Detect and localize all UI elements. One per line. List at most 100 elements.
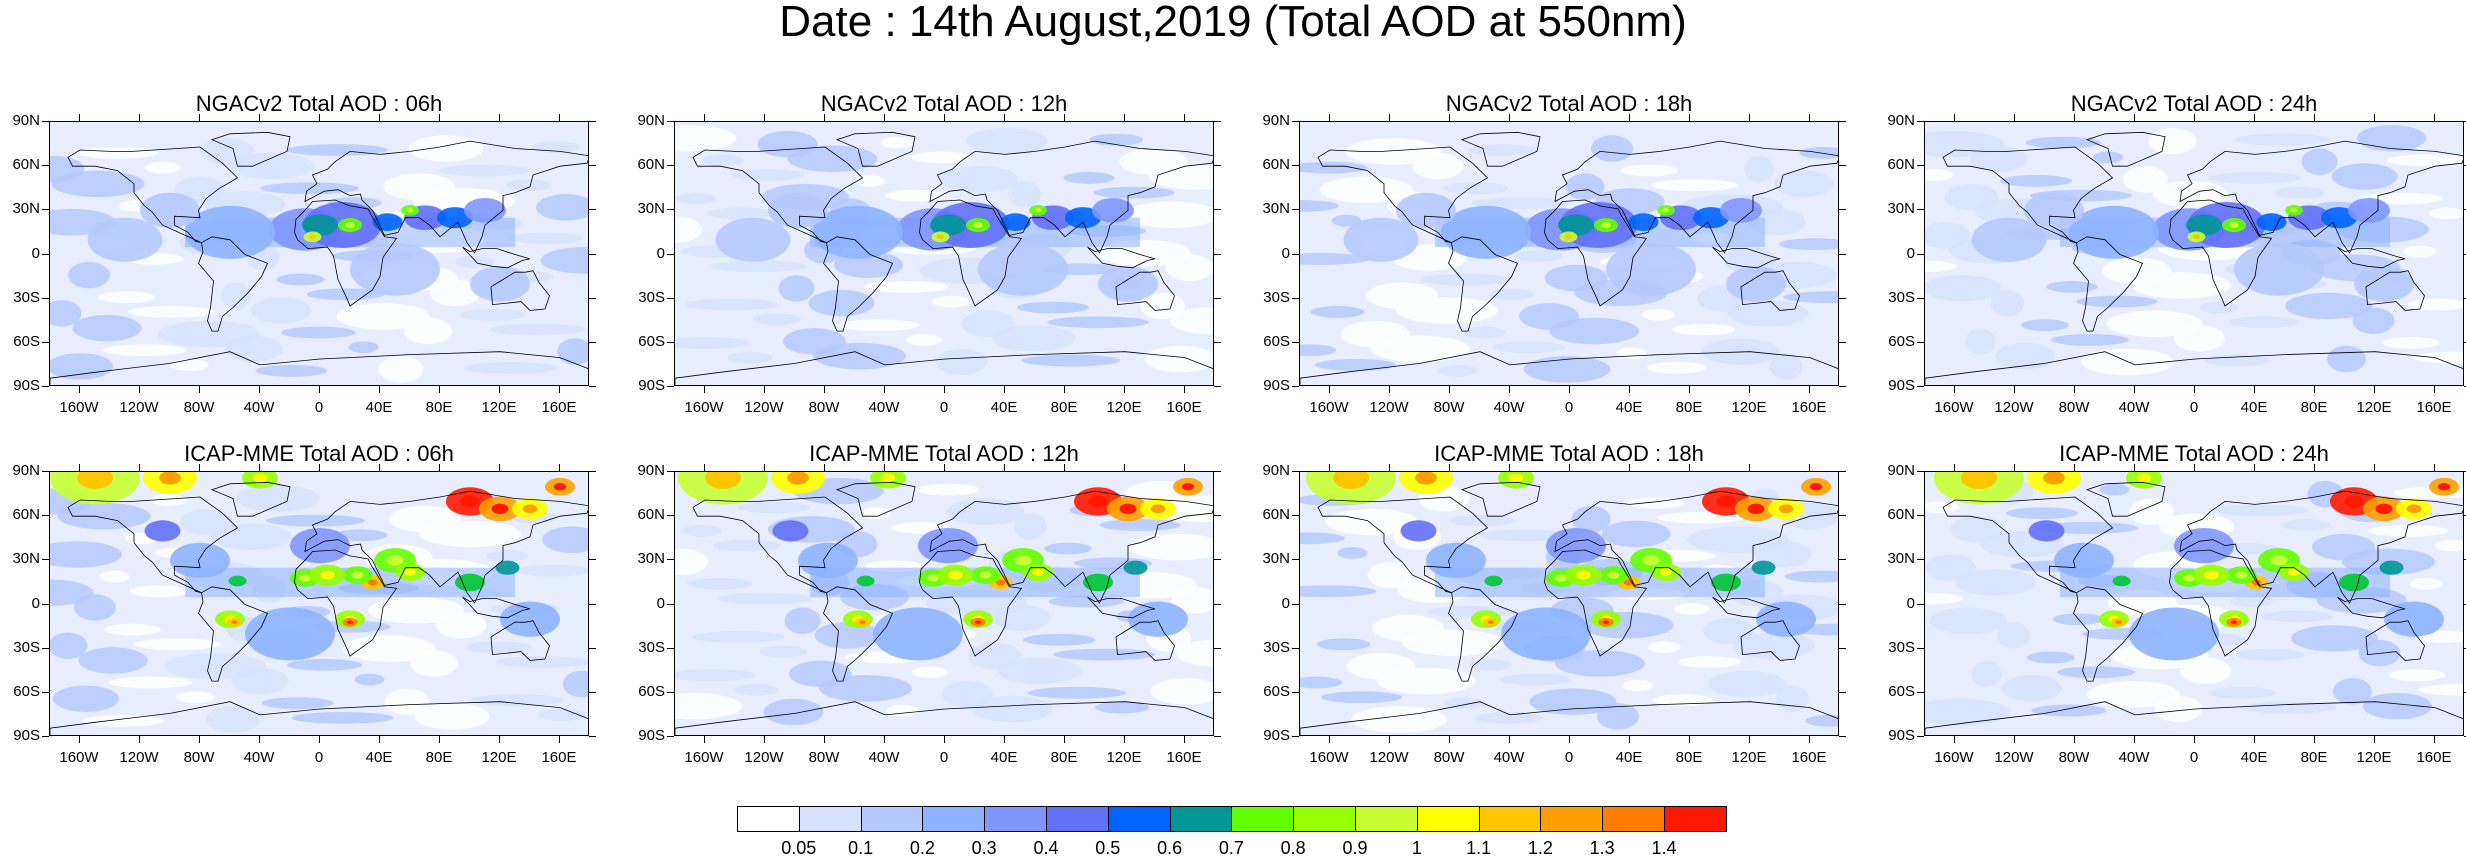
south-america-outline	[1448, 236, 1519, 332]
aod-patch	[813, 342, 906, 370]
aod-patch	[542, 526, 588, 553]
south-america-outline	[2073, 236, 2144, 332]
north-america-outline	[67, 496, 239, 594]
aod-patch	[1805, 714, 1838, 727]
lat-tick	[589, 165, 596, 167]
lon-tick	[1389, 736, 1390, 743]
eurasia-outline	[1554, 140, 1838, 254]
aod-plume-core	[975, 620, 981, 625]
lon-tick	[1184, 386, 1185, 393]
north-america-outline	[1317, 496, 1489, 594]
lat-tick-label: 30S	[1263, 288, 1290, 306]
lat-tick	[2464, 165, 2466, 167]
lon-tick	[2434, 464, 2435, 471]
aod-patch	[2106, 310, 2203, 337]
aod-patch	[2132, 272, 2231, 299]
aod-patch	[784, 607, 821, 634]
lat-tick	[2464, 515, 2466, 517]
lon-tick	[1749, 736, 1750, 743]
lat-tick	[1214, 603, 1221, 605]
aod-patch	[675, 216, 702, 243]
aod-patch	[936, 348, 987, 376]
aod-plume-core	[1961, 472, 1997, 489]
colorbar-label: 1.4	[1651, 838, 1677, 858]
lat-tick	[667, 341, 674, 343]
aod-patch	[1014, 513, 1047, 540]
lon-tick-label: 160W	[59, 749, 99, 766]
lat-tick	[589, 559, 596, 561]
lon-tick	[1184, 464, 1185, 471]
aod-patch	[2148, 127, 2197, 155]
aod-patch	[404, 317, 452, 345]
lon-tick	[704, 736, 705, 743]
aod-plume	[2379, 560, 2404, 575]
aod-patch	[1493, 341, 1566, 354]
lon-tick	[1329, 464, 1330, 471]
aod-patch	[1321, 691, 1402, 704]
lon-tick	[199, 736, 200, 743]
lat-tick	[667, 691, 674, 693]
lon-tick	[2314, 114, 2315, 121]
aod-patch	[1925, 260, 1957, 273]
lat-tick-label: 60S	[13, 332, 40, 350]
aod-patch	[2418, 684, 2463, 696]
lon-tick	[1954, 464, 1955, 471]
aod-patch	[2403, 245, 2437, 258]
aod-patch	[1673, 603, 1710, 615]
lon-tick	[439, 114, 440, 121]
coastlines	[50, 131, 588, 385]
lon-tick	[1064, 114, 1065, 121]
aod-plume	[372, 213, 403, 231]
panel-title: ICAP-MME Total AOD : 12h	[809, 441, 1079, 466]
lat-tick	[1214, 386, 1221, 387]
lat-tick	[1917, 209, 1924, 211]
lat-tick-label: 30S	[13, 288, 40, 306]
aod-patch	[408, 135, 484, 162]
north-america-outline	[1942, 496, 2114, 594]
aod-patch	[838, 319, 920, 332]
lon-tick-label: 0	[2189, 749, 2199, 766]
lon-tick	[764, 114, 765, 121]
aod-patch	[2046, 281, 2098, 293]
lon-tick-label: 80W	[183, 749, 215, 766]
aod-patch	[1176, 639, 1213, 667]
lat-tick	[667, 253, 674, 255]
aod-patch	[814, 622, 881, 649]
lat-tick	[1917, 297, 1924, 299]
aod-patch	[2276, 186, 2324, 199]
aod-patch	[738, 501, 810, 514]
lon-tick	[379, 464, 380, 471]
lon-tick	[2194, 736, 2195, 743]
aod-plume	[1065, 207, 1101, 229]
coastlines	[1925, 131, 2463, 385]
lon-tick-label: 40W	[1493, 399, 1525, 416]
lat-tick-label: 30N	[637, 200, 665, 218]
lat-tick	[42, 515, 49, 517]
lon-tick	[1954, 736, 1955, 743]
aod-patch	[536, 194, 588, 221]
aod-patch	[1093, 186, 1175, 199]
aod-patch	[2412, 351, 2463, 364]
lon-tick-label: 0	[939, 399, 949, 416]
aod-patch	[2409, 578, 2443, 590]
aod-map	[674, 471, 1214, 736]
aod-patch	[50, 632, 88, 659]
colorbar-swatch	[1540, 806, 1604, 832]
aod-plume-core	[1642, 555, 1660, 566]
aod-patch	[1472, 197, 1569, 209]
lon-tick	[79, 464, 80, 471]
lat-tick-label: 60S	[1263, 682, 1290, 700]
lat-tick	[1292, 165, 1299, 167]
africa-outline	[294, 199, 398, 307]
lon-tick	[1954, 114, 1955, 121]
greenland-outline	[835, 131, 916, 167]
antarctica-outline	[1925, 351, 2463, 385]
lat-tick	[1917, 121, 1924, 122]
indonesia-outline	[2337, 246, 2406, 269]
aod-patch	[348, 341, 379, 354]
aod-patch	[489, 323, 586, 336]
lon-tick-label: 40W	[243, 399, 275, 416]
lat-tick	[42, 471, 49, 472]
lat-tick	[1839, 603, 1846, 605]
lat-tick-label: 60N	[1887, 506, 1915, 524]
